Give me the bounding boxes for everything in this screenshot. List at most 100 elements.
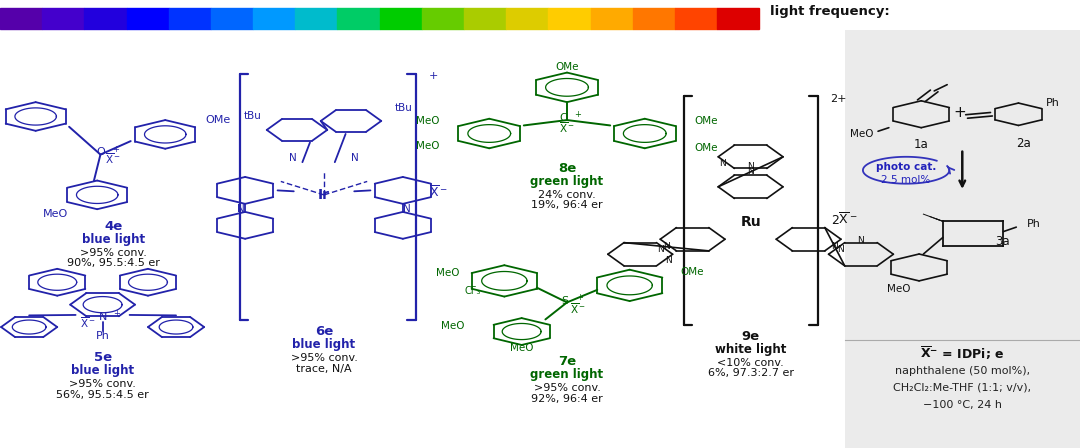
Text: 7e: 7e (558, 355, 576, 368)
Text: +: + (954, 105, 967, 121)
Text: $\mathbf{\overline{X}^{-}}$ = IDPi; e: $\mathbf{\overline{X}^{-}}$ = IDPi; e (920, 345, 1004, 362)
Text: 6%, 97.3:2.7 er: 6%, 97.3:2.7 er (707, 368, 794, 378)
Bar (464, 8, 507, 29)
Text: N: N (351, 153, 359, 163)
Text: N: N (98, 312, 107, 322)
Bar (295, 8, 337, 29)
Text: N: N (238, 204, 245, 214)
Text: N: N (747, 162, 754, 171)
Text: +: + (577, 293, 583, 302)
Text: Ph: Ph (1027, 219, 1041, 229)
Text: +: + (113, 309, 120, 318)
Text: MeO: MeO (510, 343, 534, 353)
Text: 3a: 3a (995, 235, 1010, 249)
Bar (380, 8, 422, 29)
Text: blue light: blue light (71, 364, 134, 378)
Text: >95% conv.: >95% conv. (291, 353, 357, 363)
Text: Ru: Ru (740, 215, 761, 229)
Text: Ir: Ir (318, 188, 330, 202)
Text: N: N (658, 245, 664, 254)
Text: 2.5 mol%: 2.5 mol% (881, 175, 931, 185)
Bar (845, 30, 1080, 448)
Text: 4e: 4e (105, 220, 122, 233)
Text: 92%, 96:4 er: 92%, 96:4 er (531, 394, 603, 404)
Bar (168, 8, 211, 29)
Text: CH₂Cl₂:Me-THF (1:1; v/v),: CH₂Cl₂:Me-THF (1:1; v/v), (893, 383, 1031, 393)
Bar (126, 8, 168, 29)
Bar (633, 8, 675, 29)
Text: 19%, 96:4 er: 19%, 96:4 er (531, 200, 603, 210)
Text: $\overline{\rm X}^-$: $\overline{\rm X}^-$ (80, 315, 95, 330)
Text: 6e: 6e (315, 325, 333, 338)
Text: MeO: MeO (435, 268, 459, 278)
Text: N: N (837, 245, 843, 254)
Text: MeO: MeO (441, 321, 464, 331)
Text: OMe: OMe (694, 143, 718, 153)
Text: photo cat.: photo cat. (876, 162, 936, 172)
Text: S: S (562, 296, 568, 306)
Text: N: N (289, 153, 297, 163)
Text: <10% conv.: <10% conv. (717, 358, 784, 368)
Text: 9e: 9e (742, 329, 759, 343)
Text: OMe: OMe (205, 115, 230, 125)
Bar (717, 8, 759, 29)
Text: 56%, 95.5:4.5 er: 56%, 95.5:4.5 er (56, 390, 149, 400)
Text: light frequency:: light frequency: (770, 4, 890, 18)
Text: naphthalene (50 mol%),: naphthalene (50 mol%), (894, 366, 1030, 376)
Text: $\overline{\rm X}^-$: $\overline{\rm X}^-$ (429, 185, 447, 200)
Text: +: + (429, 71, 438, 81)
Text: MeO: MeO (850, 129, 874, 139)
Text: green light: green light (530, 368, 604, 382)
Text: OMe: OMe (680, 267, 704, 277)
Text: 2+: 2+ (831, 94, 847, 103)
Text: trace, N/A: trace, N/A (296, 364, 352, 374)
Bar (42, 8, 84, 29)
Bar (549, 8, 591, 29)
Text: OMe: OMe (694, 116, 718, 126)
Text: MeO: MeO (43, 209, 68, 219)
Text: N: N (858, 236, 864, 246)
Bar (337, 8, 380, 29)
Bar (507, 8, 549, 29)
Text: 2a: 2a (1016, 137, 1031, 150)
Text: >95% conv.: >95% conv. (69, 379, 136, 389)
Text: $\overline{\rm X}^-$: $\overline{\rm X}^-$ (570, 302, 585, 316)
Text: 8e: 8e (558, 161, 576, 175)
Text: +: + (112, 145, 119, 154)
Bar (253, 8, 295, 29)
Text: N: N (663, 242, 670, 251)
Text: blue light: blue light (82, 233, 145, 246)
Text: N: N (719, 159, 726, 168)
Text: Ph: Ph (96, 331, 109, 341)
Text: tBu: tBu (394, 103, 413, 112)
Text: N: N (665, 256, 672, 266)
Bar (0, 8, 42, 29)
Text: $\overline{\rm X}^-$: $\overline{\rm X}^-$ (106, 152, 121, 166)
Text: 5e: 5e (94, 351, 111, 364)
Text: 24% conv.: 24% conv. (538, 190, 596, 200)
Bar (422, 8, 464, 29)
Text: N: N (832, 242, 838, 251)
Text: MeO: MeO (416, 141, 440, 151)
Text: Ph: Ph (1045, 98, 1059, 108)
Text: $\overline{\rm X}^-$: $\overline{\rm X}^-$ (559, 121, 575, 135)
Text: −100 °C, 24 h: −100 °C, 24 h (922, 400, 1002, 410)
Text: 90%, 95.5:4.5 er: 90%, 95.5:4.5 er (67, 258, 160, 268)
Bar (675, 8, 717, 29)
Text: tBu: tBu (243, 112, 261, 121)
Text: N: N (747, 167, 754, 177)
Text: O: O (96, 147, 105, 157)
Bar (84, 8, 126, 29)
Text: white light: white light (715, 343, 786, 356)
Text: MeO: MeO (416, 116, 440, 126)
Bar (211, 8, 253, 29)
Text: green light: green light (530, 175, 604, 188)
Bar (591, 8, 633, 29)
Text: C: C (559, 113, 566, 123)
Text: 1a: 1a (914, 138, 929, 151)
Text: CF₃: CF₃ (464, 286, 481, 296)
Text: +: + (575, 110, 581, 119)
Text: MeO: MeO (887, 284, 910, 294)
Text: >95% conv.: >95% conv. (534, 383, 600, 393)
Text: >95% conv.: >95% conv. (80, 248, 147, 258)
